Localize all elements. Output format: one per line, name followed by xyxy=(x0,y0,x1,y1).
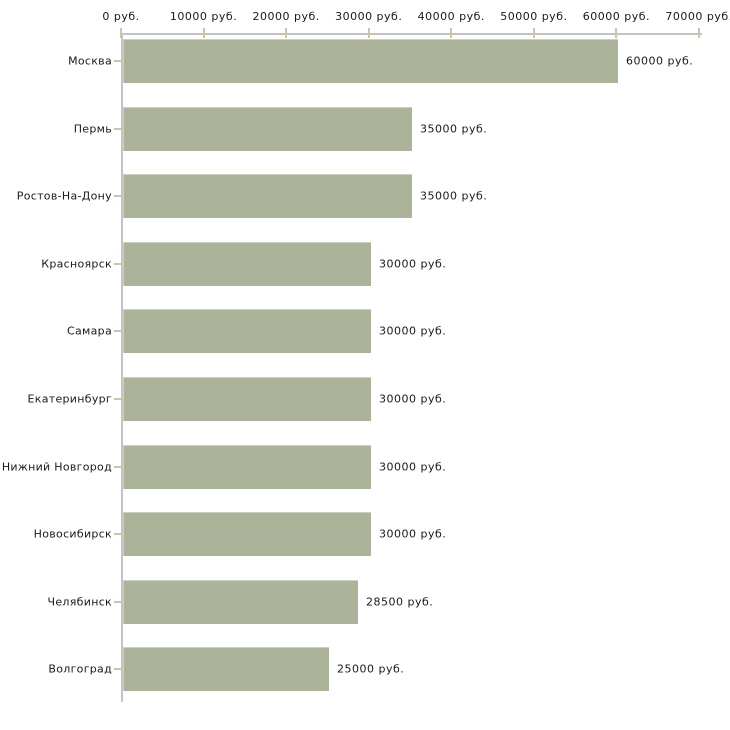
x-tick-mark xyxy=(450,28,453,38)
value-label: 30000 руб. xyxy=(379,527,447,541)
bar xyxy=(123,580,358,624)
x-tick-label: 30000 руб. xyxy=(335,10,403,23)
x-tick-mark xyxy=(615,28,618,38)
y-tick-mark xyxy=(114,466,121,468)
category-label: Челябинск xyxy=(47,595,112,609)
bar xyxy=(123,512,371,556)
x-tick-label: 70000 руб. xyxy=(665,10,730,23)
category-label: Новосибирск xyxy=(33,527,112,541)
value-label: 28500 руб. xyxy=(366,595,434,609)
category-label: Самара xyxy=(67,324,112,338)
category-label: Пермь xyxy=(73,122,112,136)
y-tick-mark xyxy=(114,398,121,400)
y-tick-mark xyxy=(114,195,121,197)
x-tick-mark xyxy=(532,28,535,38)
x-tick-label: 20000 руб. xyxy=(252,10,320,23)
y-axis-line xyxy=(121,33,123,702)
x-tick-mark xyxy=(367,28,370,38)
value-label: 30000 руб. xyxy=(379,257,447,271)
bar xyxy=(123,107,412,151)
bar xyxy=(123,39,618,83)
category-label: Волгоград xyxy=(48,662,112,676)
x-tick-mark xyxy=(202,28,205,38)
value-label: 30000 руб. xyxy=(379,324,447,338)
value-label: 35000 руб. xyxy=(420,189,488,203)
bar xyxy=(123,309,371,353)
category-label: Красноярск xyxy=(41,257,112,271)
x-tick-label: 60000 руб. xyxy=(582,10,651,23)
y-tick-mark xyxy=(114,128,121,130)
category-label: Москва xyxy=(68,54,112,68)
x-tick-mark xyxy=(698,28,700,38)
bar xyxy=(123,242,371,286)
y-tick-mark xyxy=(114,668,121,670)
bar xyxy=(123,377,371,421)
x-axis-line xyxy=(121,33,702,35)
value-label: 35000 руб. xyxy=(420,122,488,136)
value-label: 30000 руб. xyxy=(379,460,447,474)
value-label: 30000 руб. xyxy=(379,392,447,406)
y-tick-mark xyxy=(114,263,121,265)
bar xyxy=(123,174,412,218)
y-tick-mark xyxy=(114,60,121,62)
value-label: 60000 руб. xyxy=(626,54,694,68)
category-label: Нижний Новгород xyxy=(1,460,112,474)
y-tick-mark xyxy=(114,330,121,332)
bar xyxy=(123,445,371,489)
category-label: Ростов-На-Дону xyxy=(16,189,112,203)
bar xyxy=(123,647,329,691)
x-tick-label: 40000 руб. xyxy=(417,10,485,23)
x-tick-label: 50000 руб. xyxy=(500,10,568,23)
value-label: 25000 руб. xyxy=(337,662,405,676)
x-tick-label: 10000 руб. xyxy=(169,10,238,23)
x-tick-mark xyxy=(120,28,122,38)
x-tick-label: 0 руб. xyxy=(102,10,140,23)
y-tick-mark xyxy=(114,601,121,603)
y-tick-mark xyxy=(114,533,121,535)
x-tick-mark xyxy=(285,28,288,38)
category-label: Екатеринбург xyxy=(27,392,112,406)
